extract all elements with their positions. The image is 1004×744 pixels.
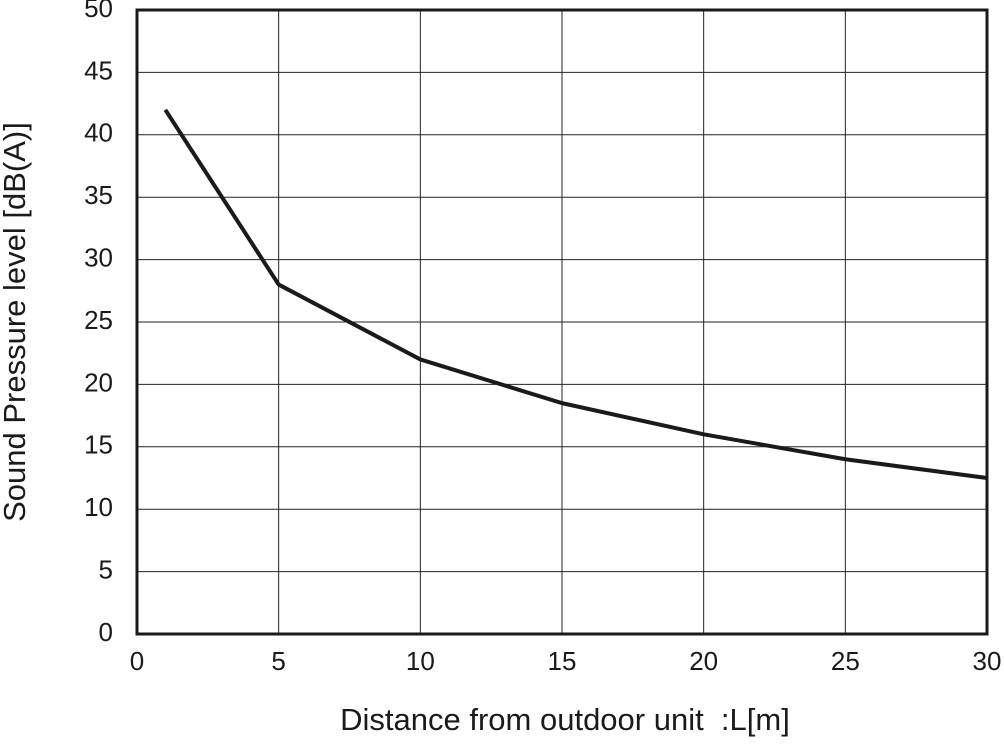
y-tick-label: 25	[84, 305, 113, 335]
y-tick-label: 50	[84, 0, 113, 23]
x-tick-label: 0	[130, 646, 144, 676]
y-tick-label: 15	[84, 430, 113, 460]
y-tick-label: 5	[99, 554, 113, 584]
y-tick-label: 35	[84, 180, 113, 210]
plot-frame	[135, 8, 989, 636]
y-tick-label: 20	[84, 367, 113, 397]
x-tick-label: 5	[271, 646, 285, 676]
x-tick-label: 15	[548, 646, 577, 676]
x-tick-label: 25	[831, 646, 860, 676]
y-tick-label: 10	[84, 492, 113, 522]
data-line	[163, 108, 988, 480]
x-tick-label: 30	[973, 646, 1002, 676]
y-tick-label: 45	[84, 55, 113, 85]
y-axis-label: Sound Pressure level [dB(A)]	[0, 122, 32, 522]
x-tick-label: 20	[689, 646, 718, 676]
y-tick-label: 30	[84, 242, 113, 272]
y-tick-label: 40	[84, 118, 113, 148]
x-tick-label: 10	[406, 646, 435, 676]
y-tick-label: 0	[99, 617, 113, 647]
x-axis-label: Distance from outdoor unit :L[m]	[340, 702, 790, 737]
